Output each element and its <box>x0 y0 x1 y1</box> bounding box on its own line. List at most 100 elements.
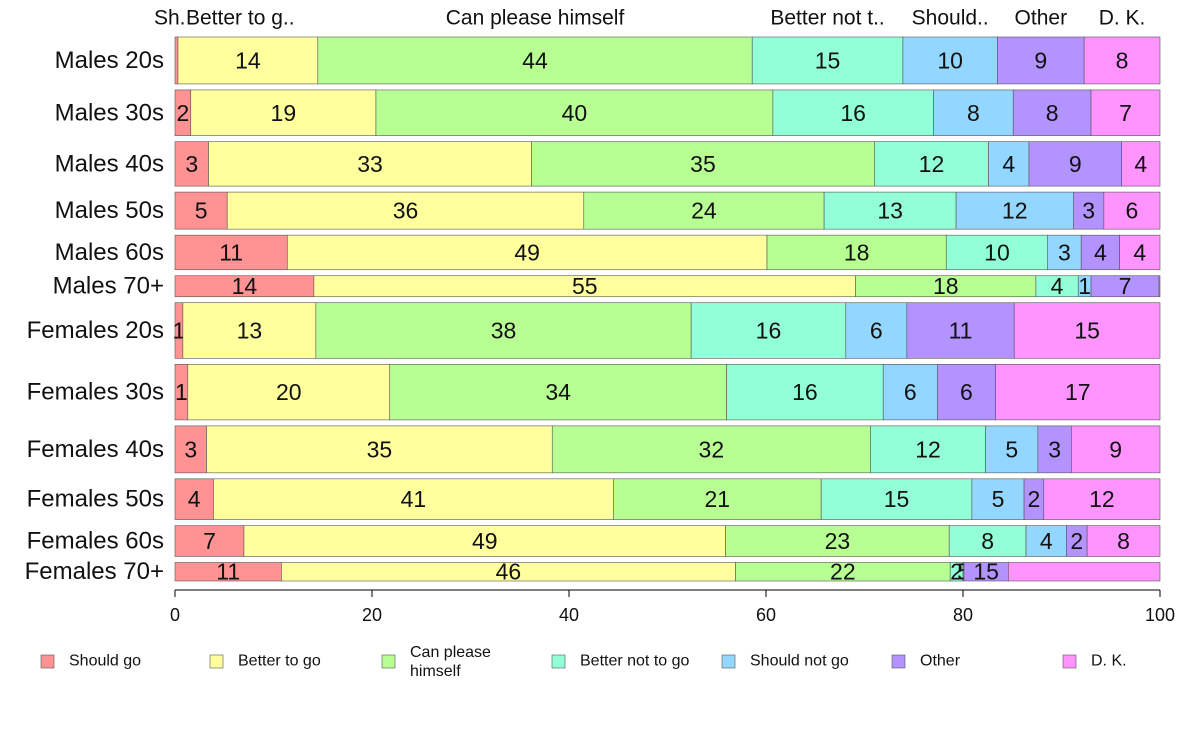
legend-label: Other <box>920 653 961 670</box>
bars-layer: 14 44 15 10 9 82 19 40 16 8 8 73 33 35 12 4 9 45 36 24 13 12 3… <box>173 36 1161 585</box>
bar-segment <box>213 478 614 520</box>
data-label: 3 <box>1082 198 1095 224</box>
legend-label: Better to go <box>238 653 321 670</box>
legend-label: D. K. <box>1091 653 1127 670</box>
data-label: 8 <box>1117 528 1130 554</box>
data-label: 15 <box>1074 318 1100 344</box>
data-label: 16 <box>756 318 782 344</box>
column-header-label: Can please himself <box>446 7 625 30</box>
column-header-label: Other <box>1015 7 1068 30</box>
row-label: Females 50s <box>27 486 164 513</box>
bar-segment <box>1025 525 1067 557</box>
x-tick-label: 20 <box>362 605 382 625</box>
legend-swatch <box>381 654 396 669</box>
data-label: 11 <box>219 239 243 265</box>
bar-segment <box>226 191 585 230</box>
data-label: 2 <box>950 559 963 585</box>
row-label: Males 40s <box>55 150 164 177</box>
bar-segment <box>551 425 871 474</box>
data-label: 41 <box>401 486 427 512</box>
bar-segment <box>315 302 692 359</box>
x-tick-label: 0 <box>170 605 180 625</box>
bar-segment <box>583 191 825 230</box>
data-label: 7 <box>1119 100 1132 126</box>
column-header-label: Sh. <box>154 7 186 30</box>
row-label: Females 30s <box>27 379 164 406</box>
data-label: 14 <box>235 47 261 73</box>
bar-segment <box>985 425 1039 474</box>
bar-segment <box>375 89 774 136</box>
data-label: 4 <box>1002 151 1015 177</box>
data-label: 46 <box>496 559 522 585</box>
bar-segment <box>1037 425 1072 474</box>
bar-segment <box>1090 89 1161 136</box>
data-label: 7 <box>203 528 216 554</box>
data-label: 4 <box>188 486 201 512</box>
column-header-label: Better not t.. <box>770 7 884 30</box>
bar-segment <box>174 141 209 187</box>
bar-segment <box>766 234 947 271</box>
bar-segment <box>820 478 973 520</box>
data-label: 8 <box>981 528 994 554</box>
bar-segment <box>613 478 822 520</box>
row-label: Males 60s <box>55 239 164 266</box>
data-label: 4 <box>1134 151 1147 177</box>
bar-segment <box>1073 191 1105 230</box>
data-label: 17 <box>1065 379 1091 405</box>
bar-segment <box>1008 562 1161 582</box>
data-label: 11 <box>949 318 973 344</box>
data-label: 5 <box>195 198 208 224</box>
legend-swatch <box>40 654 55 669</box>
column-header-label: Better to g.. <box>186 7 295 30</box>
data-label: 10 <box>984 239 1010 265</box>
data-label: 16 <box>792 379 818 405</box>
data-label: 20 <box>276 379 302 405</box>
bar-segment <box>870 425 986 474</box>
row-label: Females 40s <box>27 436 164 463</box>
row-label: Males 50s <box>55 197 164 224</box>
bar-segment <box>988 141 1030 187</box>
bar-segment <box>174 191 228 230</box>
data-label: 5 <box>1005 436 1018 462</box>
legend-label: Should go <box>69 653 141 670</box>
bar-segment <box>1012 89 1092 136</box>
data-label: 3 <box>1048 436 1061 462</box>
bar-segment <box>1083 36 1161 85</box>
x-tick-label: 80 <box>953 605 973 625</box>
bar-segment <box>725 525 950 557</box>
bar-segment <box>906 302 1015 359</box>
data-label: 5 <box>992 486 1005 512</box>
data-label: 44 <box>522 47 548 73</box>
bar-segment <box>1028 141 1122 187</box>
row-label: Males 20s <box>55 47 164 74</box>
bar-segment <box>1013 302 1161 359</box>
data-label: 34 <box>545 379 571 405</box>
bar-segment <box>823 191 957 230</box>
bar-segment <box>751 36 904 85</box>
row-label: Females 60s <box>27 528 164 555</box>
data-label: 15 <box>973 559 999 585</box>
data-label: 3 <box>1058 239 1071 265</box>
data-label: 3 <box>184 436 197 462</box>
data-label: 35 <box>690 151 716 177</box>
data-label: 49 <box>472 528 498 554</box>
data-label: 6 <box>870 318 883 344</box>
bar-segment <box>1103 191 1161 230</box>
bar-segment <box>1071 425 1161 474</box>
data-label: 3 <box>185 151 198 177</box>
data-label: 8 <box>1116 47 1129 73</box>
bar-segment <box>1047 234 1082 271</box>
data-label: 13 <box>237 318 263 344</box>
bar-segment <box>190 89 377 136</box>
data-label: 21 <box>704 486 730 512</box>
bar-segment <box>174 36 179 85</box>
row-label: Males 30s <box>55 99 164 126</box>
data-label: 4 <box>1133 239 1146 265</box>
bar-segment <box>937 364 996 421</box>
data-label: 16 <box>840 100 866 126</box>
data-label: 6 <box>960 379 973 405</box>
bar-segment <box>845 302 908 359</box>
data-label: 6 <box>904 379 917 405</box>
